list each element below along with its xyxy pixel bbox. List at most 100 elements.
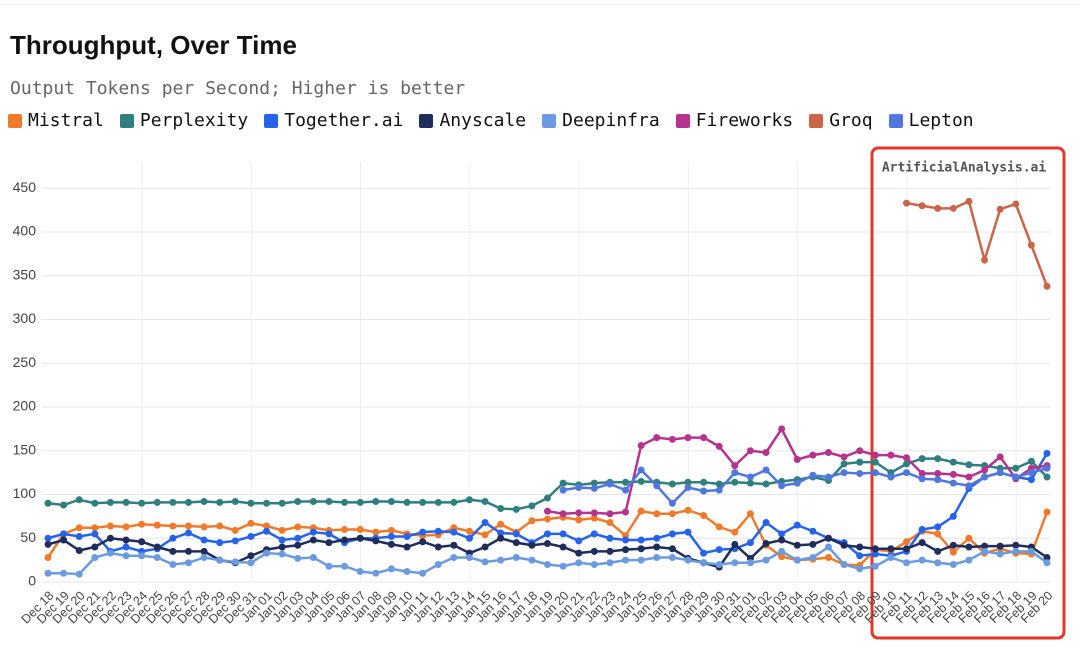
data-point <box>263 527 271 535</box>
data-point <box>122 523 130 531</box>
data-point <box>44 499 52 507</box>
data-point <box>387 498 395 505</box>
legend-label: Mistral <box>28 110 104 131</box>
data-point <box>622 478 630 486</box>
data-point <box>528 517 536 525</box>
data-point <box>762 556 770 564</box>
data-point <box>778 536 786 544</box>
data-point <box>544 530 551 538</box>
watermark: ArtificialAnalysis.ai <box>882 161 1047 176</box>
data-point <box>824 449 832 456</box>
data-point <box>309 536 317 544</box>
data-point <box>622 546 630 554</box>
data-point <box>75 570 83 578</box>
data-point <box>809 527 817 535</box>
data-point <box>871 550 879 558</box>
data-point <box>575 559 583 567</box>
data-point <box>887 545 895 553</box>
data-point <box>481 543 489 551</box>
data-point <box>216 522 224 530</box>
data-point <box>590 514 598 522</box>
data-point <box>231 558 239 566</box>
legend-label: Groq <box>829 110 873 131</box>
data-point <box>278 550 286 558</box>
legend-swatch <box>264 113 279 128</box>
data-point <box>294 541 302 549</box>
data-point <box>746 510 754 518</box>
data-point <box>138 538 146 546</box>
data-point <box>949 204 957 212</box>
data-point <box>153 543 161 551</box>
data-point <box>684 478 692 486</box>
legend-item: Lepton <box>888 110 974 131</box>
data-point <box>1012 547 1020 555</box>
data-point <box>700 549 708 557</box>
data-point <box>590 484 598 492</box>
data-point <box>856 458 864 466</box>
data-point <box>934 559 942 567</box>
data-point <box>169 498 177 506</box>
data-point <box>153 498 161 506</box>
data-point <box>778 547 786 555</box>
data-point <box>1043 554 1051 561</box>
data-point <box>528 541 536 549</box>
legend-swatch <box>542 113 557 128</box>
data-point <box>793 556 801 564</box>
data-point <box>294 498 302 505</box>
legend-item: Perplexity <box>119 110 248 131</box>
data-point <box>856 543 864 551</box>
data-point <box>1027 547 1035 555</box>
data-point <box>231 526 239 534</box>
data-point <box>1043 449 1051 457</box>
data-point <box>1027 469 1035 477</box>
data-point <box>606 547 614 555</box>
data-point <box>60 569 68 577</box>
data-point <box>622 556 630 564</box>
data-point <box>653 434 661 442</box>
data-point <box>606 510 614 518</box>
data-point <box>856 552 864 560</box>
data-point <box>169 561 177 568</box>
data-point <box>637 545 645 553</box>
data-point <box>512 505 520 513</box>
data-point <box>231 498 239 505</box>
data-point <box>871 562 879 570</box>
data-point <box>856 447 864 455</box>
data-point <box>559 486 567 494</box>
data-point <box>419 528 427 536</box>
data-point <box>653 543 661 551</box>
data-point <box>434 543 442 551</box>
data-point <box>372 537 380 545</box>
data-point <box>278 526 286 534</box>
data-point <box>778 482 786 490</box>
data-point <box>918 470 926 477</box>
data-point <box>294 523 302 531</box>
data-point <box>216 498 224 506</box>
data-point <box>60 536 68 544</box>
data-point <box>465 534 473 542</box>
data-point <box>91 543 99 551</box>
data-point <box>544 507 551 515</box>
data-point <box>793 479 801 487</box>
data-point <box>949 479 957 487</box>
legend: Mistral Perplexity Together.ai Anyscale Deep… <box>8 110 974 131</box>
data-point <box>325 562 333 570</box>
data-point <box>231 537 239 545</box>
data-point <box>200 523 208 531</box>
data-point <box>1043 464 1051 472</box>
legend-item: Mistral <box>8 110 104 131</box>
data-point <box>731 540 739 548</box>
data-point <box>153 554 161 561</box>
data-point <box>341 536 349 544</box>
data-point <box>309 498 317 505</box>
data-point <box>949 458 957 466</box>
legend-item: Groq <box>809 110 873 131</box>
data-point <box>387 526 395 534</box>
data-point <box>122 536 130 544</box>
data-point <box>653 482 661 490</box>
data-point <box>871 545 879 553</box>
data-point <box>871 458 879 466</box>
data-point <box>559 562 567 570</box>
data-point <box>575 549 583 557</box>
data-point <box>606 534 614 542</box>
